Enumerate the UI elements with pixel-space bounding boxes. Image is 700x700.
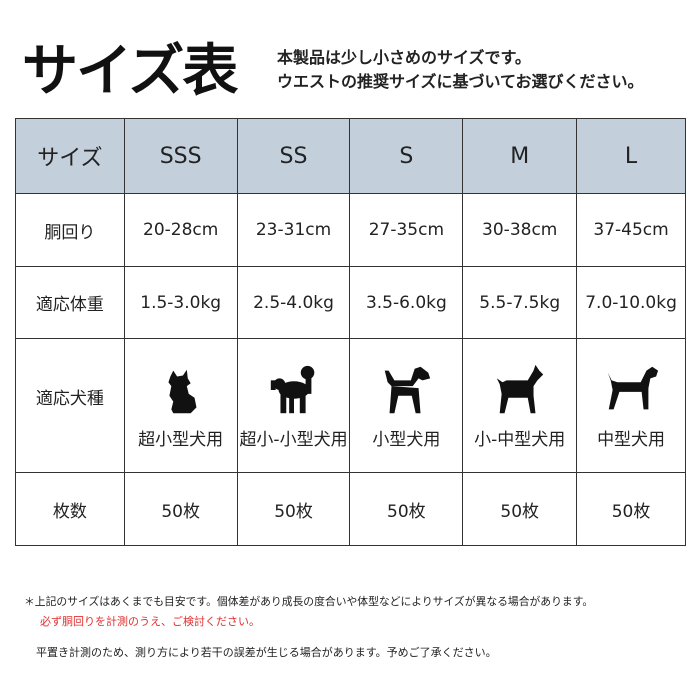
header-label: サイズ: [15, 118, 125, 194]
size-table: サイズ SSS SS S M L 胴回り 20-28cm 23-31cm 27-…: [15, 118, 686, 546]
cell: 30-38cm: [462, 193, 578, 267]
cell: 3.5-6.0kg: [349, 266, 464, 339]
cell: 2.5-4.0kg: [236, 266, 351, 339]
page-title: サイズ表: [22, 39, 238, 104]
beagle-silhouette-icon: [385, 366, 431, 414]
cell: 5.5-7.5kg: [462, 266, 578, 339]
breed-cell: 超小型犬用: [123, 338, 238, 473]
breed-label: 小-中型犬用: [474, 430, 566, 450]
cell: 50枚: [349, 472, 464, 546]
note-disclaimer: ＊上記のサイズはあくまでも目安です。個体差があり成長の度合いや体型などによりサイ…: [24, 595, 594, 608]
cell: 37-45cm: [576, 193, 686, 267]
breed-label: 超小-小型犬用: [239, 430, 348, 450]
waist-row: 胴回り 20-28cm 23-31cm 27-35cm 30-38cm 37-4…: [15, 193, 686, 267]
header-row: サイズ SSS SS S M L: [15, 118, 686, 194]
cell: 7.0-10.0kg: [576, 266, 686, 339]
cell: 50枚: [236, 472, 351, 546]
cell: 50枚: [123, 472, 238, 546]
note-measurement: 平置き計測のため、測り方により若干の誤差が生じる場合があります。予めご了承くださ…: [36, 646, 497, 659]
terrier-silhouette-icon: [496, 364, 543, 414]
size-s: S: [349, 118, 464, 194]
size-sss: SSS: [123, 118, 238, 194]
subtitle-line-1: 本製品は少し小さめのサイズです。: [277, 48, 531, 67]
subtitle-line-2: ウエストの推奨サイズに基づいてお選びください。: [277, 72, 644, 91]
cell: 50枚: [462, 472, 578, 546]
breed-label: 小型犬用: [372, 430, 441, 450]
small-dog-silhouette-icon: [168, 369, 197, 414]
cell: 20-28cm: [123, 193, 238, 267]
medium-dog-silhouette-icon: [607, 366, 659, 410]
cell: 1.5-3.0kg: [123, 266, 238, 339]
count-row: 枚数 50枚 50枚 50枚 50枚 50枚: [15, 472, 686, 546]
row-label: 適応犬種: [15, 338, 125, 473]
size-l: L: [576, 118, 686, 194]
breed-label: 中型犬用: [597, 430, 666, 450]
breed-cell: 中型犬用: [576, 338, 686, 473]
row-label: 適応体重: [15, 266, 125, 339]
cell: 27-35cm: [349, 193, 464, 267]
breed-label: 超小型犬用: [138, 430, 224, 450]
size-m: M: [462, 118, 578, 194]
size-ss: SS: [236, 118, 351, 194]
poodle-silhouette-icon: [270, 365, 314, 414]
breed-cell: 小型犬用: [349, 338, 464, 473]
cell: 50枚: [576, 472, 686, 546]
breed-cell: 超小-小型犬用: [236, 338, 351, 473]
row-label: 枚数: [15, 472, 125, 546]
breed-row: 適応犬種 超小型犬用 超小-小型犬用 小型犬用 小-中型犬用 中型犬用: [15, 338, 686, 473]
cell: 23-31cm: [236, 193, 351, 267]
note-warning: 必ず胴回りを計測のうえ、ご検討ください。: [40, 615, 260, 628]
breed-cell: 小-中型犬用: [462, 338, 578, 473]
weight-row: 適応体重 1.5-3.0kg 2.5-4.0kg 3.5-6.0kg 5.5-7…: [15, 266, 686, 339]
row-label: 胴回り: [15, 193, 125, 267]
